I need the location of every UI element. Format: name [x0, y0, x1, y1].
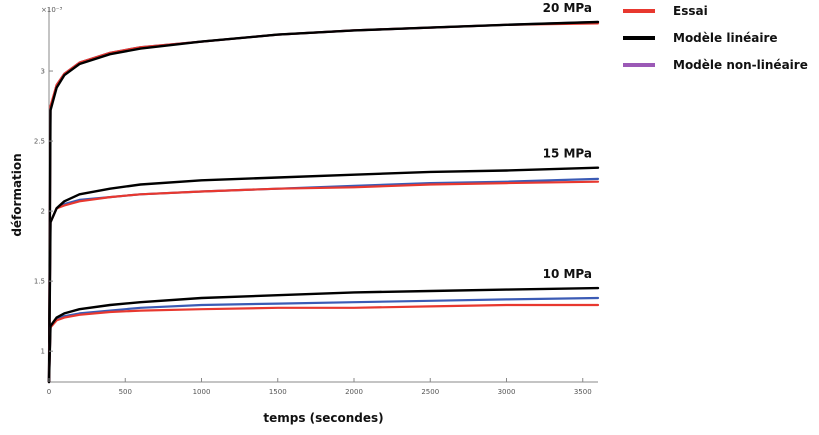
y-tick-label: 3	[41, 68, 45, 76]
y-tick-label: 2	[41, 208, 45, 216]
y-tick-label: 1	[41, 348, 45, 356]
x-tick-label: 3000	[498, 388, 516, 396]
x-tick-label: 3500	[574, 388, 592, 396]
curve-lin-0	[47, 20, 600, 384]
legend-label-lin: Modèle linéaire	[673, 31, 778, 45]
x-tick-label: 1000	[193, 388, 211, 396]
legend-swatch-essai	[623, 9, 655, 13]
y-tick-label: 2.5	[34, 138, 45, 146]
curve-essai-2	[47, 303, 600, 384]
x-tick-label: 1500	[269, 388, 287, 396]
x-tick-label: 0	[47, 388, 51, 396]
curve-nonlin-0	[47, 20, 600, 384]
curve-group-label: 15 MPa	[543, 147, 592, 161]
curve-nonlin-1	[47, 177, 600, 384]
y-tick-label: 1.5	[34, 278, 45, 286]
legend-label-essai: Essai	[673, 4, 708, 18]
curves	[47, 20, 600, 384]
curve-lin-1	[47, 166, 600, 384]
curve-essai-0	[47, 22, 600, 384]
legend-swatch-lin	[623, 36, 655, 40]
curve-group-label: 10 MPa	[543, 267, 592, 281]
plot-area	[47, 8, 600, 384]
x-tick-label: 2500	[421, 388, 439, 396]
y-exponent-label: ×10⁻³	[41, 6, 62, 14]
y-axis-title: déformation	[10, 153, 24, 236]
legend-label-nonlin: Modèle non-linéaire	[673, 58, 808, 72]
x-axis-title: temps (secondes)	[263, 411, 383, 425]
curve-lin-2	[47, 286, 600, 384]
y-ticks: 1 1.5 2 2.5 3	[34, 68, 53, 356]
x-tick-label: 2000	[345, 388, 363, 396]
legend-swatch-nonlin	[623, 63, 655, 67]
curve-group-label: 20 MPa	[543, 1, 592, 15]
group-labels: 20 MPa 15 MPa 10 MPa	[543, 1, 592, 281]
x-tick-label: 500	[119, 388, 132, 396]
legend: Essai Modèle linéaire Modèle non-linéaire	[623, 4, 808, 72]
x-ticks: 0 500 1000 1500 2000 2500 3000 3500	[47, 378, 592, 396]
curve-essai-1	[47, 180, 600, 384]
